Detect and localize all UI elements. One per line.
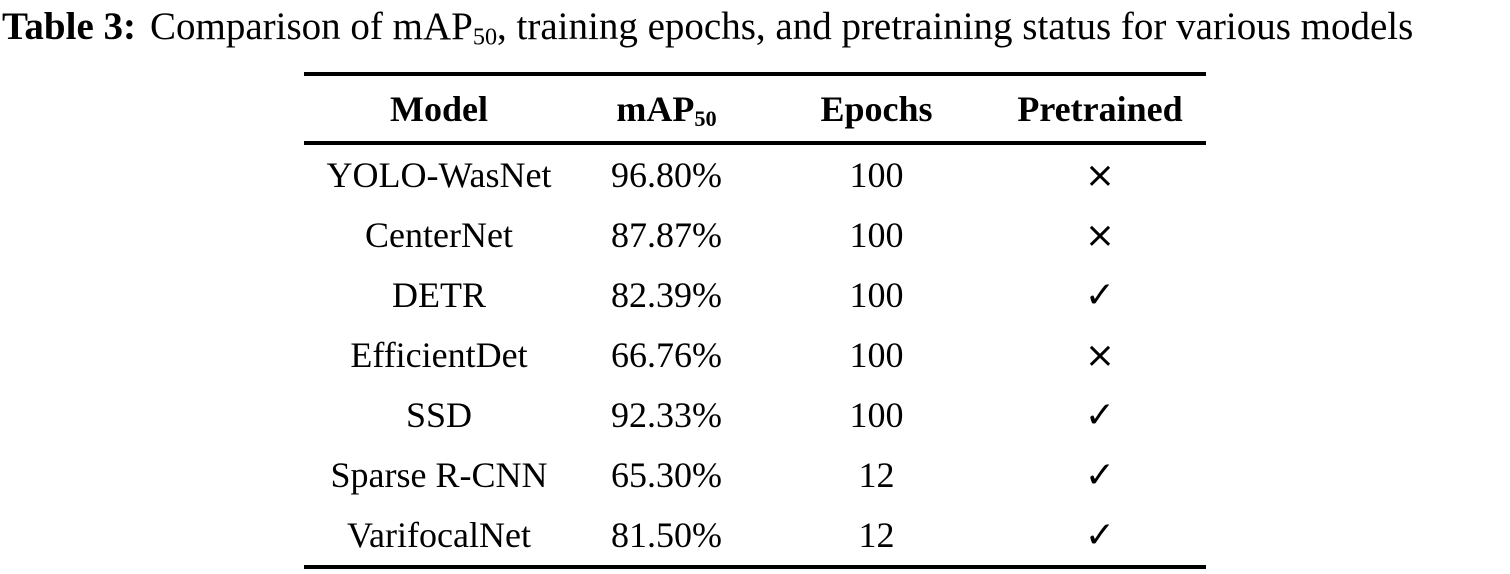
cross-mark-icon: × bbox=[1084, 214, 1116, 256]
table-row: EfficientDet 66.76% 100 × bbox=[304, 325, 1206, 385]
column-header-map-base: mAP bbox=[616, 88, 695, 129]
column-header-epochs: Epochs bbox=[820, 88, 933, 129]
column-header-map-subscript: 50 bbox=[694, 105, 717, 131]
table-row: DETR 82.39% 100 ✓ bbox=[304, 265, 1206, 325]
table-row: CenterNet 87.87% 100 × bbox=[304, 205, 1206, 265]
model-cell: SSD bbox=[405, 395, 473, 435]
epochs-cell: 100 bbox=[849, 275, 904, 315]
map50-cell: 82.39% bbox=[611, 275, 722, 315]
map50-cell: 96.80% bbox=[611, 155, 722, 195]
table-header-row: Model mAP50 Epochs Pretrained bbox=[304, 74, 1206, 143]
model-cell: Sparse R-CNN bbox=[330, 455, 548, 495]
column-header-map50: mAP50 bbox=[574, 74, 759, 143]
caption-text-after-subscript: , training epochs, and pretraining statu… bbox=[497, 5, 1414, 48]
cross-mark-icon: × bbox=[1084, 154, 1116, 196]
check-mark-icon: ✓ bbox=[1084, 274, 1116, 316]
epochs-cell: 100 bbox=[849, 155, 904, 195]
epochs-cell: 100 bbox=[849, 215, 904, 255]
table-row: VarifocalNet 81.50% 12 ✓ bbox=[304, 505, 1206, 567]
model-cell: CenterNet bbox=[365, 215, 513, 255]
table-caption: Table 3: Comparison of mAP50, training ep… bbox=[0, 0, 1510, 51]
table-row: Sparse R-CNN 65.30% 12 ✓ bbox=[304, 445, 1206, 505]
check-mark-icon: ✓ bbox=[1084, 454, 1116, 496]
epochs-cell: 100 bbox=[849, 395, 904, 435]
epochs-cell: 100 bbox=[849, 335, 904, 375]
model-cell: EfficientDet bbox=[350, 335, 528, 375]
model-cell: DETR bbox=[392, 275, 486, 315]
table-row: SSD 92.33% 100 ✓ bbox=[304, 385, 1206, 445]
column-header-pretrained: Pretrained bbox=[1017, 88, 1183, 129]
map50-cell: 92.33% bbox=[611, 395, 722, 435]
results-table: Model mAP50 Epochs Pretrained YOLO-WasNe… bbox=[304, 72, 1206, 569]
caption-map-subscript: 50 bbox=[472, 23, 498, 51]
model-cell: VarifocalNet bbox=[347, 515, 531, 555]
check-mark-icon: ✓ bbox=[1084, 394, 1116, 436]
table-caption-label: Table 3: bbox=[2, 5, 137, 48]
map50-cell: 87.87% bbox=[611, 215, 722, 255]
map50-cell: 66.76% bbox=[611, 335, 722, 375]
cross-mark-icon: × bbox=[1084, 334, 1116, 376]
check-mark-icon: ✓ bbox=[1084, 514, 1116, 556]
caption-text-before-subscript: Comparison of mAP bbox=[150, 5, 473, 48]
column-header-model: Model bbox=[390, 88, 488, 129]
map50-cell: 65.30% bbox=[611, 455, 722, 495]
model-cell: YOLO-WasNet bbox=[326, 155, 552, 195]
table-row: YOLO-WasNet 96.80% 100 × bbox=[304, 143, 1206, 205]
map50-cell: 81.50% bbox=[611, 515, 722, 555]
epochs-cell: 12 bbox=[858, 515, 895, 555]
epochs-cell: 12 bbox=[858, 455, 895, 495]
